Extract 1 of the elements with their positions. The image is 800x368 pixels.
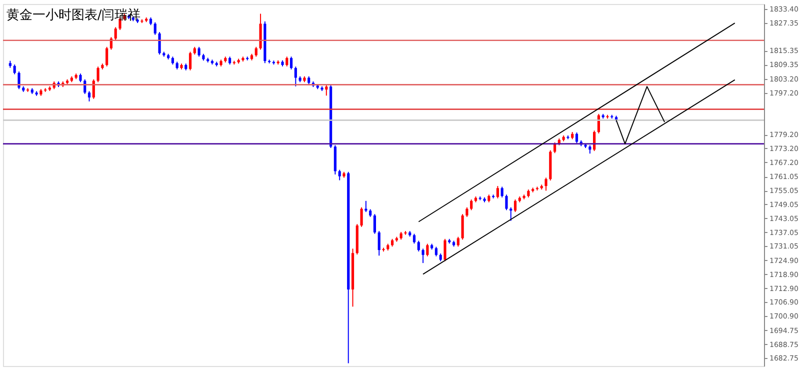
chart-title: 黄金一小时图表/闫瑞祥 bbox=[6, 8, 141, 23]
